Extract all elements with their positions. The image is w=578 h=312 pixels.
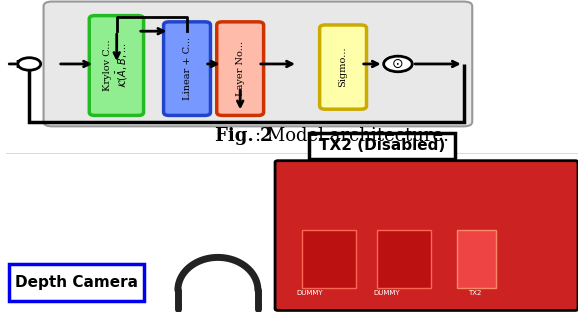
Text: Fig. 2: Fig. 2: [215, 127, 273, 145]
FancyBboxPatch shape: [164, 22, 210, 115]
Text: : Model architecture.: : Model architecture.: [255, 127, 449, 145]
FancyBboxPatch shape: [320, 25, 366, 109]
Text: Krylov C...
$\mathcal{K}(\bar{A},B,$...: Krylov C... $\mathcal{K}(\bar{A},B,$...: [103, 40, 129, 91]
FancyBboxPatch shape: [89, 16, 143, 115]
FancyBboxPatch shape: [217, 22, 264, 115]
Text: Sigmo...: Sigmo...: [339, 47, 347, 87]
Text: Depth Camera: Depth Camera: [15, 275, 138, 290]
FancyBboxPatch shape: [457, 230, 497, 288]
Circle shape: [18, 58, 40, 70]
FancyBboxPatch shape: [377, 230, 431, 288]
FancyBboxPatch shape: [43, 2, 472, 126]
Text: Linear + C...: Linear + C...: [183, 37, 191, 100]
FancyBboxPatch shape: [302, 230, 356, 288]
Text: Layer No...: Layer No...: [236, 41, 244, 96]
Text: DUMMY: DUMMY: [296, 290, 323, 296]
Circle shape: [384, 56, 412, 72]
Text: DUMMY: DUMMY: [373, 290, 400, 296]
Text: TX2 (Disabled): TX2 (Disabled): [320, 138, 446, 153]
Text: TX2: TX2: [468, 290, 482, 296]
Text: ⊙: ⊙: [392, 57, 404, 71]
FancyBboxPatch shape: [9, 264, 143, 301]
FancyBboxPatch shape: [309, 133, 455, 159]
FancyBboxPatch shape: [275, 161, 578, 310]
